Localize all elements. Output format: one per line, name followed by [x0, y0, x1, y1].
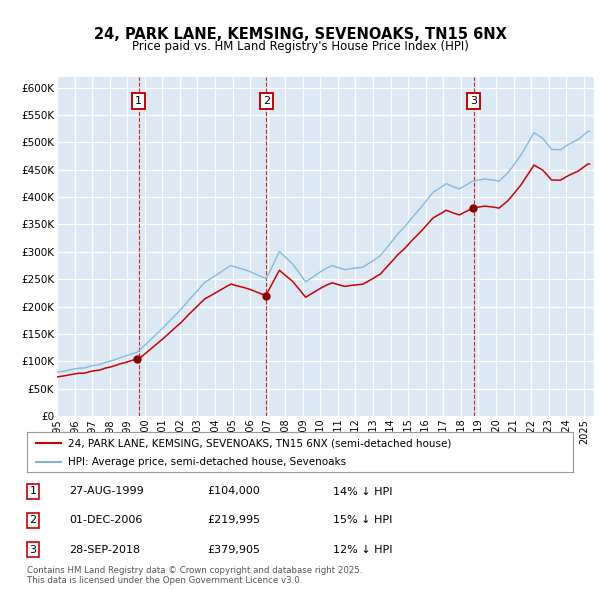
Text: Price paid vs. HM Land Registry's House Price Index (HPI): Price paid vs. HM Land Registry's House …: [131, 40, 469, 53]
Text: 15% ↓ HPI: 15% ↓ HPI: [333, 516, 392, 525]
Text: 3: 3: [29, 545, 37, 555]
Text: £379,905: £379,905: [207, 545, 260, 555]
Text: HPI: Average price, semi-detached house, Sevenoaks: HPI: Average price, semi-detached house,…: [68, 457, 346, 467]
Text: 2: 2: [263, 96, 270, 106]
Text: 01-DEC-2006: 01-DEC-2006: [69, 516, 142, 525]
Text: 14% ↓ HPI: 14% ↓ HPI: [333, 487, 392, 496]
Text: 1: 1: [29, 487, 37, 496]
Text: 24, PARK LANE, KEMSING, SEVENOAKS, TN15 6NX: 24, PARK LANE, KEMSING, SEVENOAKS, TN15 …: [94, 27, 506, 42]
Text: 24, PARK LANE, KEMSING, SEVENOAKS, TN15 6NX (semi-detached house): 24, PARK LANE, KEMSING, SEVENOAKS, TN15 …: [68, 438, 451, 448]
Text: £219,995: £219,995: [207, 516, 260, 525]
Text: 1: 1: [135, 96, 142, 106]
Text: 28-SEP-2018: 28-SEP-2018: [69, 545, 140, 555]
Text: 2: 2: [29, 516, 37, 525]
Text: 12% ↓ HPI: 12% ↓ HPI: [333, 545, 392, 555]
Text: 3: 3: [470, 96, 478, 106]
Text: 27-AUG-1999: 27-AUG-1999: [69, 487, 144, 496]
Text: £104,000: £104,000: [207, 487, 260, 496]
Text: Contains HM Land Registry data © Crown copyright and database right 2025.
This d: Contains HM Land Registry data © Crown c…: [27, 566, 362, 585]
